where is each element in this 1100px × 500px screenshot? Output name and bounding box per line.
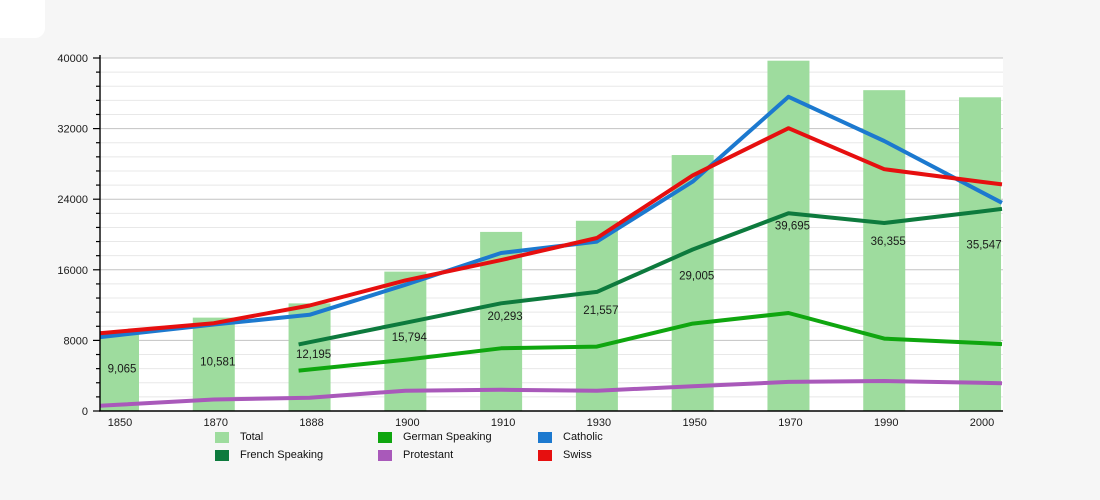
total-bar-1970 [767, 60, 810, 412]
corner-patch [0, 0, 45, 38]
total-bar-2000 [959, 97, 1002, 411]
total-bar-1900 [384, 271, 427, 411]
series-line-german-speaking [298, 311, 1003, 373]
total-bar-1950 [671, 155, 714, 411]
x-category-label-1850: 1850 [108, 417, 132, 429]
x-category-label-1990: 1990 [874, 417, 898, 429]
legend-item-french-speaking: French Speaking [215, 446, 378, 464]
y-tick-label-32000: 32000 [57, 124, 88, 136]
bar-value-label-1950: 29,005 [679, 270, 714, 282]
x-category-label-1900: 1900 [395, 417, 419, 429]
bar-value-label-1900: 15,794 [392, 332, 428, 344]
legend-item-total: Total [215, 428, 378, 446]
legend-label-swiss: Swiss [563, 449, 592, 461]
legend-label-catholic: Catholic [563, 431, 603, 443]
x-category-label-1970: 1970 [778, 417, 802, 429]
series-line-protestant [99, 379, 1003, 408]
bar-value-label-1990: 36,355 [871, 236, 906, 248]
x-category-label-1888: 1888 [299, 417, 323, 429]
legend-label-french-speaking: French Speaking [240, 449, 324, 461]
chart-legend: Total French Speaking German Speaking Prote… [215, 428, 603, 464]
legend-swatch-catholic [538, 431, 552, 443]
legend-item-swiss: Swiss [538, 446, 603, 464]
bar-value-label-1850: 9,065 [108, 364, 137, 376]
legend-column-2: Catholic Swiss [538, 428, 603, 464]
legend-swatch-total [215, 431, 229, 443]
legend-item-german-speaking: German Speaking [378, 428, 538, 446]
x-category-label-1930: 1930 [587, 417, 611, 429]
y-tick-label-16000: 16000 [57, 265, 88, 277]
legend-label-protestant: Protestant [403, 449, 454, 461]
bar-value-label-1930: 21,557 [583, 305, 618, 317]
x-category-label-1950: 1950 [682, 417, 706, 429]
x-category-label-2000: 2000 [970, 417, 994, 429]
total-bar-1930 [575, 220, 618, 411]
series-line-french-speaking [298, 206, 1003, 347]
bar-value-label-2000: 35,547 [966, 240, 1001, 252]
legend-label-total: Total [240, 431, 264, 443]
bar-value-label-1888: 12,195 [296, 349, 331, 361]
legend-item-catholic: Catholic [538, 428, 603, 446]
y-tick-label-40000: 40000 [57, 53, 88, 65]
plot-background [100, 58, 1003, 411]
bar-value-label-1910: 20,293 [488, 311, 523, 323]
total-bar-1850 [100, 331, 139, 411]
x-category-label-1910: 1910 [491, 417, 515, 429]
x-category-label-1870: 1870 [204, 417, 228, 429]
legend-label-german-speaking: German Speaking [403, 431, 492, 443]
legend-swatch-french-speaking [215, 449, 229, 461]
legend-swatch-swiss [538, 449, 552, 461]
total-bar-1870 [192, 317, 235, 411]
series-line-swiss [99, 126, 1003, 336]
legend-swatch-protestant [378, 449, 392, 461]
legend-swatch-german-speaking [378, 431, 392, 443]
legend-column-1: German Speaking Protestant [378, 428, 538, 464]
bar-value-label-1970: 39,695 [775, 220, 810, 232]
y-tick-label-24000: 24000 [57, 194, 88, 206]
total-bar-1990 [863, 90, 906, 412]
bar-value-label-1870: 10,581 [200, 357, 235, 369]
y-tick-label-8000: 8000 [64, 335, 88, 347]
legend-column-0: Total French Speaking [215, 428, 378, 464]
y-tick-label-0: 0 [82, 406, 88, 418]
total-bar-1888 [288, 303, 331, 411]
legend-item-protestant: Protestant [378, 446, 538, 464]
